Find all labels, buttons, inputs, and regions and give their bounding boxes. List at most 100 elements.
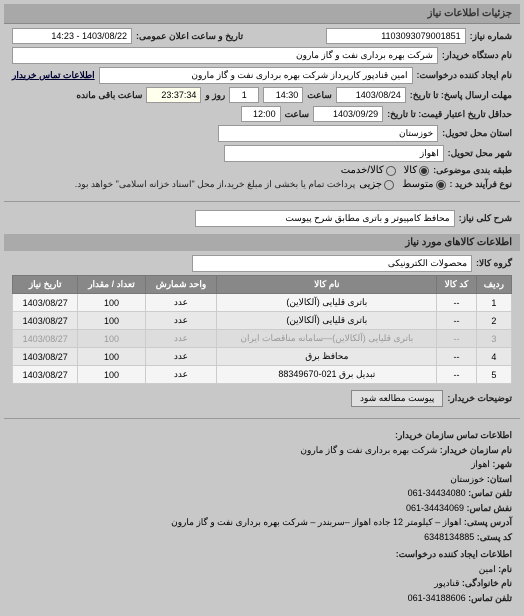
table-cell: 1 <box>476 294 511 312</box>
contact-header: اطلاعات تماس سازمان خریدار: <box>395 430 512 440</box>
table-row: 4--محافظ برقعدد1001403/08/27 <box>13 348 512 366</box>
meta-section: شماره نیاز: 1103093079001851 تاریخ و ساع… <box>4 24 520 197</box>
contact-fax-label: نفش تماس: <box>467 503 512 513</box>
table-cell: 100 <box>78 348 145 366</box>
requester-name-label: نام ایجاد کننده درخواست: <box>417 70 512 81</box>
items-table: ردیف کد کالا نام کالا واحد شمارش تعداد /… <box>12 275 512 384</box>
need-desc-section: شرح کلی نیاز: محافظ کامپیوتر و باتری مطا… <box>4 206 520 234</box>
subject-class-option-1-label: کالا/خدمت <box>341 165 384 176</box>
col-date: تاریخ نیاز <box>13 276 78 294</box>
requester-name-value: امین قنادپور کارپرداز شرکت بهره برداری ن… <box>99 67 413 84</box>
process-type-label: نوع فرآیند خرید : <box>450 179 513 190</box>
table-cell: عدد <box>145 312 217 330</box>
items-header: اطلاعات کالاهای مورد نیاز <box>4 234 520 251</box>
divider <box>4 201 520 202</box>
table-cell: 100 <box>78 330 145 348</box>
validity-deadline-date: 1403/09/29 <box>313 106 383 122</box>
creator-phone-value: 34188606-061 <box>408 593 466 603</box>
creator-family-value: قنادپور <box>434 578 459 588</box>
contact-address-label: آدرس پستی: <box>464 517 512 527</box>
public-date-value: 1403/08/22 - 14:23 <box>12 28 132 44</box>
city-label: شهر محل تحویل: <box>448 148 512 159</box>
process-type-group: متوسط جزیی <box>359 179 445 190</box>
table-cell: 100 <box>78 312 145 330</box>
subject-class-label: طبقه بندی موضوعی: <box>433 165 512 176</box>
table-cell: تبدیل برق 021-88349670 <box>217 366 437 384</box>
contact-fax-value: 34434069-061 <box>406 503 464 513</box>
table-row: 1--باتری قلیایی (آلکالاین)عدد1001403/08/… <box>13 294 512 312</box>
table-cell: عدد <box>145 366 217 384</box>
table-cell: 1403/08/27 <box>13 366 78 384</box>
contact-province-label: استان: <box>487 474 512 484</box>
org-name-label: نام سازمان خریدار: <box>440 445 512 455</box>
table-cell: باتری قلیایی (آلکالاین) <box>217 312 437 330</box>
contact-address-value: اهواز – کیلومتر 12 جاده اهواز –سربندر – … <box>171 517 461 527</box>
buyer-name-value: شرکت بهره برداری نفت و گاز مارون <box>12 47 438 64</box>
table-cell: 4 <box>476 348 511 366</box>
table-cell: 1403/08/27 <box>13 294 78 312</box>
table-cell: -- <box>437 330 477 348</box>
contact-section: اطلاعات تماس سازمان خریدار: نام سازمان خ… <box>4 423 520 612</box>
contact-phone-label: تلفن تماس: <box>468 488 512 498</box>
col-unit: واحد شمارش <box>145 276 217 294</box>
header-title: جزئیات اطلاعات نیاز <box>428 8 512 19</box>
table-cell: عدد <box>145 330 217 348</box>
creator-phone-label: تلفن تماس: <box>468 593 512 603</box>
col-code: کد کالا <box>437 276 477 294</box>
response-remain: 23:37:34 <box>146 87 201 103</box>
subject-class-option-0[interactable]: کالا <box>404 165 430 176</box>
subject-class-group: کالا کالا/خدمت <box>341 165 429 176</box>
page-header: جزئیات اطلاعات نیاز <box>4 4 520 24</box>
radio-icon <box>384 180 394 190</box>
radio-icon <box>436 180 446 190</box>
process-type-option-1-label: جزیی <box>359 179 382 190</box>
response-deadline-date: 1403/08/24 <box>336 87 406 103</box>
validity-deadline-time: 12:00 <box>241 106 281 122</box>
table-cell: عدد <box>145 294 217 312</box>
response-remain-label: ساعت باقی مانده <box>76 90 142 101</box>
radio-icon <box>419 166 429 176</box>
buyer-req-label: توضیحات خریدار: <box>447 393 512 404</box>
process-type-option-1[interactable]: جزیی <box>359 179 394 190</box>
contact-phone-value: 34434080-061 <box>408 488 466 498</box>
contact-province-value: خوزستان <box>450 474 484 484</box>
table-cell: 100 <box>78 294 145 312</box>
creator-name-label: نام: <box>498 564 512 574</box>
province-value: خوزستان <box>218 125 438 142</box>
table-cell: -- <box>437 294 477 312</box>
table-cell: 5 <box>476 366 511 384</box>
table-cell: 100 <box>78 366 145 384</box>
response-days: 1 <box>229 87 259 103</box>
response-days-label: روز و <box>205 90 225 101</box>
buyer-contact-link[interactable]: اطلاعات تماس خریدار <box>12 70 95 81</box>
org-name-value: شرکت بهره برداری نفت و گاز مارون <box>300 445 437 455</box>
process-note: پرداخت تمام یا بخشی از مبلغ خرید،از محل … <box>75 179 355 190</box>
table-cell: عدد <box>145 348 217 366</box>
creator-header: اطلاعات ایجاد کننده درخواست: <box>396 549 512 559</box>
contact-postal-label: کد پستی: <box>477 532 512 542</box>
items-section: گروه کالا: محصولات الکترونیکی ردیف کد کا… <box>4 251 520 414</box>
divider <box>4 418 520 419</box>
table-cell: 1403/08/27 <box>13 348 78 366</box>
city-value: اهواز <box>224 145 444 162</box>
response-deadline-time: 14:30 <box>263 87 303 103</box>
response-deadline-label: مهلت ارسال پاسخ: تا تاریخ: <box>410 90 512 101</box>
need-desc-value: محافظ کامپیوتر و باتری مطابق شرح پیوست <box>195 210 455 227</box>
attachment-button[interactable]: پیوست مطالعه شود <box>351 390 443 407</box>
subject-class-option-0-label: کالا <box>404 165 418 176</box>
validity-deadline-label: حداقل تاریخ اعتبار قیمت: تا تاریخ: <box>387 109 512 120</box>
response-time-label: ساعت <box>307 90 332 101</box>
table-cell: باتری قلیایی (آلکالاین) <box>217 294 437 312</box>
col-qty: تعداد / مقدار <box>78 276 145 294</box>
table-cell: -- <box>437 366 477 384</box>
public-date-label: تاریخ و ساعت اعلان عمومی: <box>136 31 243 42</box>
table-cell: باتری قلیایی (آلکالاین)—سامانه مناقصات ا… <box>217 330 437 348</box>
item-group-value: محصولات الکترونیکی <box>192 255 472 272</box>
table-cell: 1403/08/27 <box>13 312 78 330</box>
subject-class-option-1[interactable]: کالا/خدمت <box>341 165 396 176</box>
creator-name-value: امین <box>479 564 496 574</box>
table-cell: محافظ برق <box>217 348 437 366</box>
province-label: استان محل تحویل: <box>442 128 512 139</box>
table-row: 5--تبدیل برق 021-88349670عدد1001403/08/2… <box>13 366 512 384</box>
process-type-option-0[interactable]: متوسط <box>402 179 445 190</box>
